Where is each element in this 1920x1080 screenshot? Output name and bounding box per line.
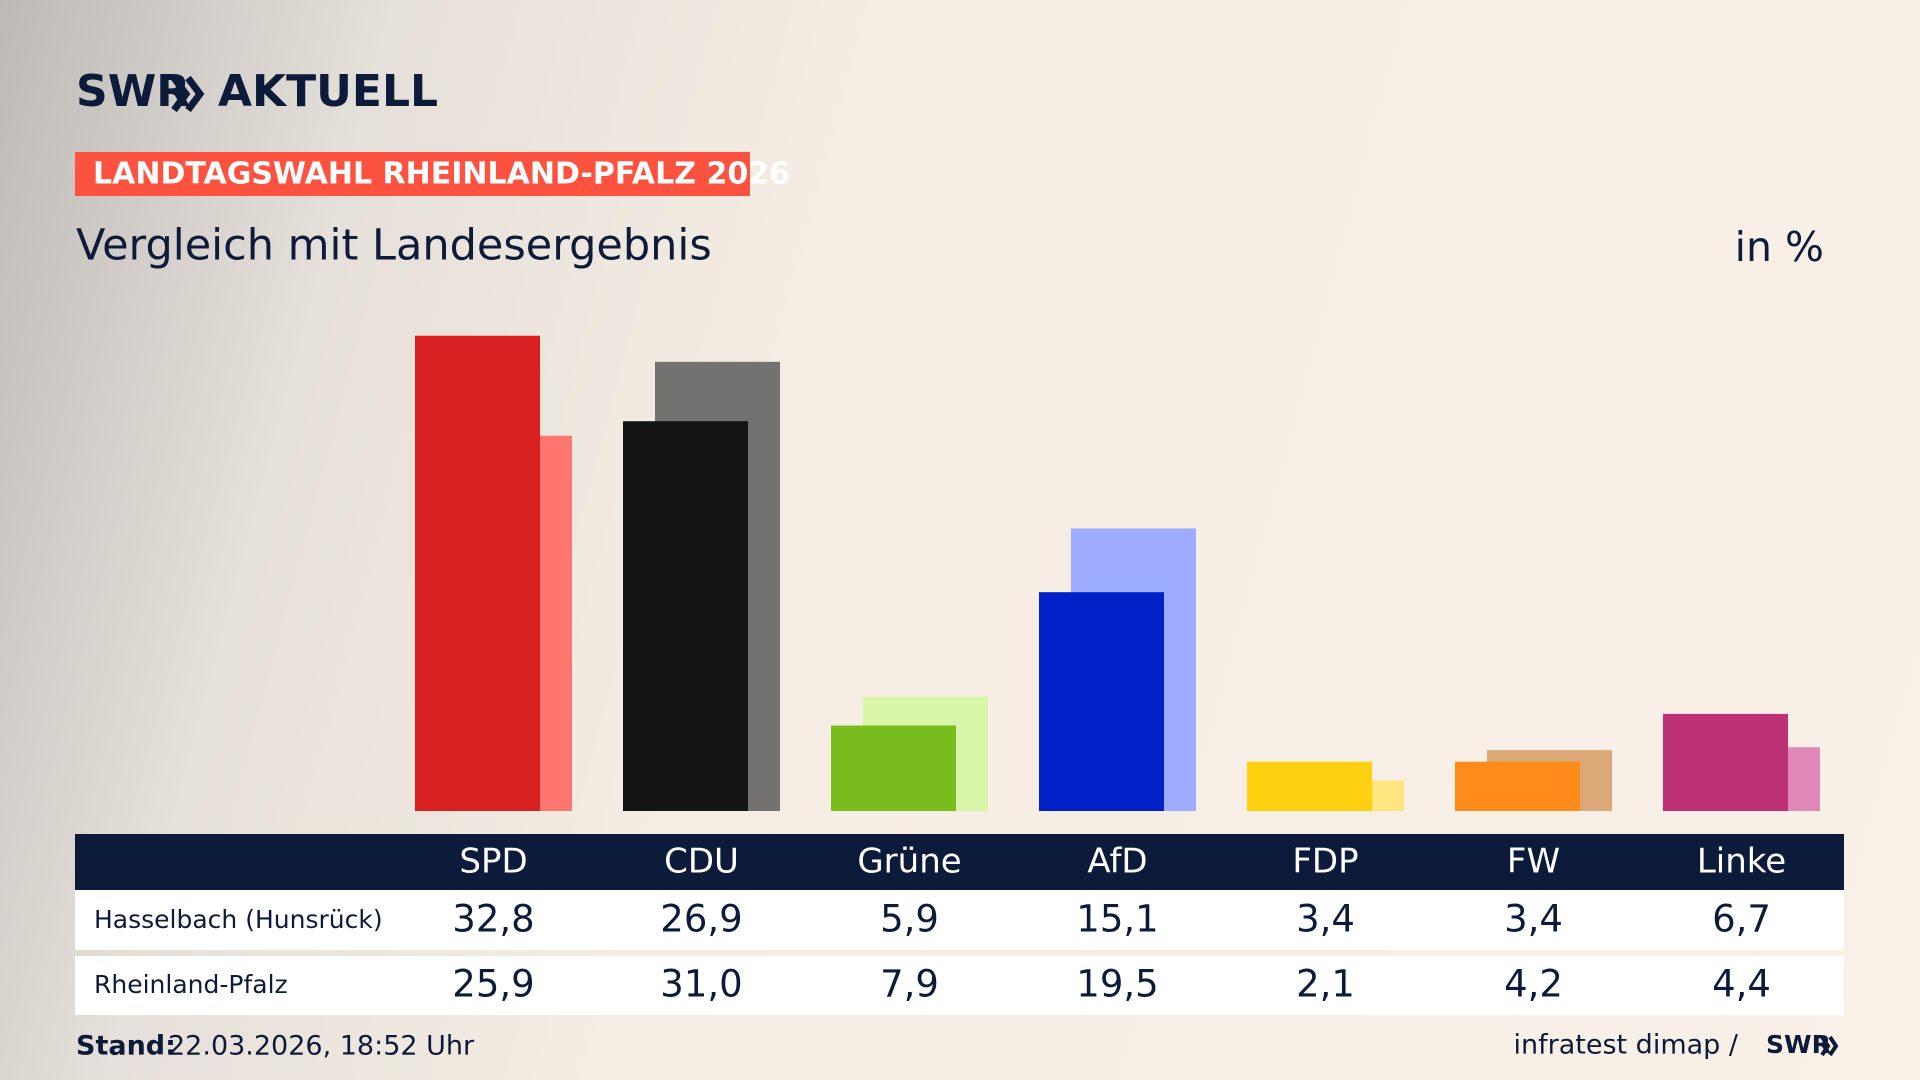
source-chevrons xyxy=(1820,1035,1839,1057)
category-label: AfD xyxy=(1087,842,1147,882)
value-label: 31,0 xyxy=(660,963,742,1006)
category-label: SPD xyxy=(459,842,527,882)
value-label: 7,9 xyxy=(880,963,939,1006)
source: infratest dimap / xyxy=(1513,1030,1738,1061)
value-label: 2,1 xyxy=(1296,963,1355,1006)
bar xyxy=(623,421,748,811)
value-label: 3,4 xyxy=(1504,898,1563,941)
title-banner xyxy=(75,152,750,196)
category-label: FW xyxy=(1507,842,1560,882)
table-row xyxy=(75,890,1844,950)
chart-title: LANDTAGSWAHL RHEINLAND-PFALZ 2026 xyxy=(93,157,790,192)
value-label: 6,7 xyxy=(1712,898,1771,941)
bar xyxy=(415,335,540,811)
unit: in % xyxy=(1735,223,1824,271)
subtitle: Vergleich mit Landesergebnis xyxy=(76,221,712,271)
category-label: Grüne xyxy=(857,842,961,882)
value-label: 26,9 xyxy=(660,898,742,941)
bar xyxy=(1455,761,1580,811)
table-row xyxy=(75,956,1844,1015)
footer-date: 22.03.2026, 18:52 Uhr xyxy=(168,1031,475,1062)
legend-label: Rheinland-Pfalz xyxy=(94,970,288,999)
bar xyxy=(1663,713,1788,811)
category-label: CDU xyxy=(664,842,739,882)
source-brand: SWR xyxy=(1766,1030,1831,1059)
value-label: 25,9 xyxy=(452,963,534,1006)
value-label: 5,9 xyxy=(880,898,939,941)
value-label: 4,2 xyxy=(1504,963,1563,1006)
brand: SWR xyxy=(76,66,190,117)
category-label: Linke xyxy=(1697,842,1786,882)
footer-label: Stand: xyxy=(76,1031,176,1062)
brand-suffix: AKTUELL xyxy=(218,66,438,117)
value-label: 4,4 xyxy=(1712,963,1771,1006)
bar xyxy=(1247,761,1372,811)
bar xyxy=(1039,592,1164,811)
brand-chevrons xyxy=(171,75,205,113)
legend-label: Hasselbach (Hunsrück) xyxy=(94,905,383,934)
value-label: 19,5 xyxy=(1076,963,1158,1006)
table-header xyxy=(75,834,1844,890)
bar xyxy=(831,725,956,811)
value-label: 3,4 xyxy=(1296,898,1355,941)
value-label: 32,8 xyxy=(452,898,534,941)
category-label: FDP xyxy=(1292,842,1358,882)
value-label: 15,1 xyxy=(1076,898,1158,941)
